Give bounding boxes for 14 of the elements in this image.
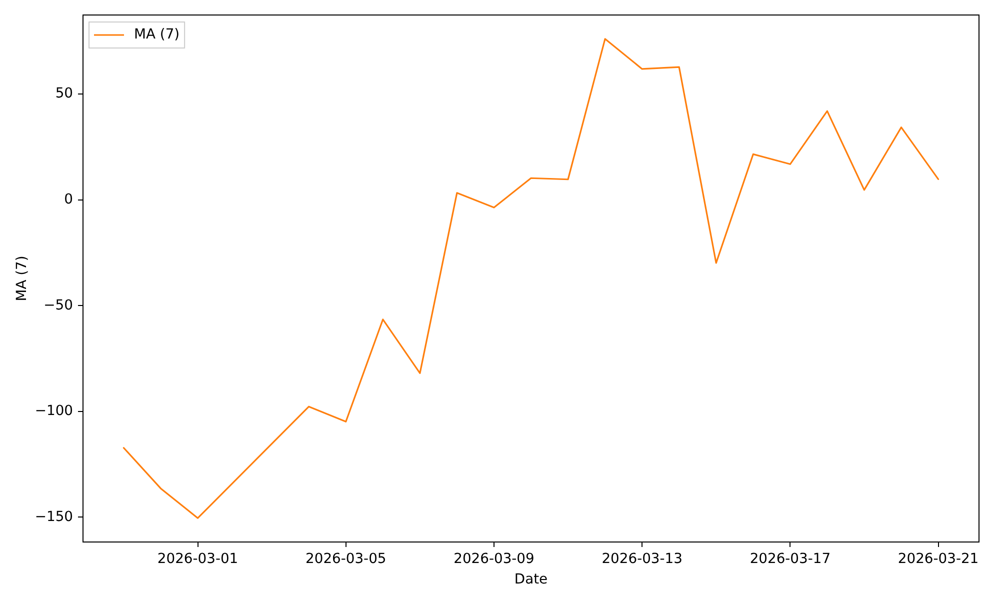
y-tick-label: −50 (44, 297, 73, 314)
x-tick-label: 2026-03-01 (157, 550, 238, 567)
x-tick-label: 2026-03-05 (306, 550, 386, 567)
y-axis-title: MA (7) (14, 256, 30, 302)
y-tick-label: 0 (64, 192, 73, 208)
y-tick-label: −150 (34, 508, 73, 525)
x-axis-title: Date (514, 571, 548, 588)
y-tick-label: −100 (34, 403, 73, 420)
x-tick-label: 2026-03-13 (602, 550, 682, 567)
y-tick-label: 50 (55, 86, 73, 102)
x-tick-label: 2026-03-21 (898, 550, 979, 567)
x-tick-label: 2026-03-17 (750, 550, 831, 567)
x-tick-label: 2026-03-09 (454, 550, 534, 567)
legend-label: MA (7) (134, 26, 180, 43)
